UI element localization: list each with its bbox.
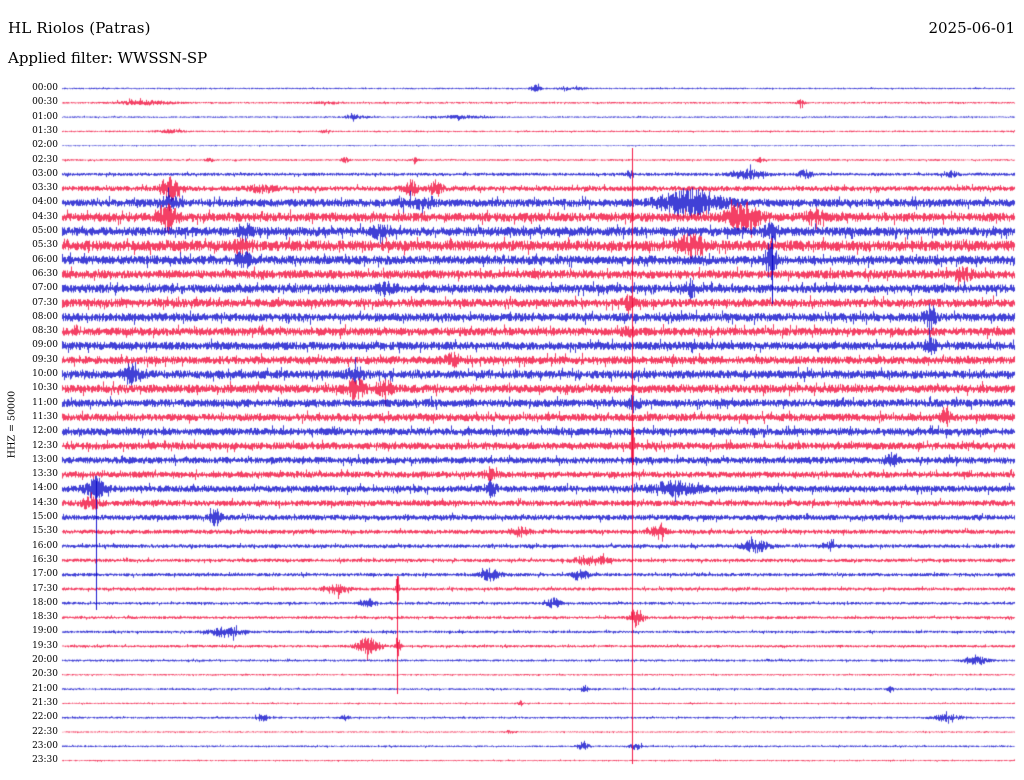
time-label: 06:00 bbox=[32, 254, 58, 265]
time-label: 12:30 bbox=[32, 440, 58, 451]
time-label: 19:00 bbox=[32, 626, 58, 637]
time-label: 01:30 bbox=[32, 125, 58, 136]
time-label: 01:00 bbox=[32, 111, 58, 122]
time-label: 22:30 bbox=[32, 726, 58, 737]
time-label: 06:30 bbox=[32, 268, 58, 279]
station-title: HL Riolos (Patras) bbox=[8, 19, 151, 37]
time-label: 22:00 bbox=[32, 712, 58, 723]
time-label: 10:30 bbox=[32, 383, 58, 394]
time-label: 09:30 bbox=[32, 354, 58, 365]
time-label: 02:00 bbox=[32, 140, 58, 151]
time-label: 13:30 bbox=[32, 469, 58, 480]
time-label: 07:00 bbox=[32, 283, 58, 294]
time-label: 15:00 bbox=[32, 512, 58, 522]
time-label: 11:00 bbox=[32, 397, 58, 408]
time-label: 18:30 bbox=[32, 612, 58, 623]
time-label: 04:30 bbox=[32, 211, 58, 222]
time-label: 08:30 bbox=[32, 326, 58, 337]
time-label: 19:30 bbox=[32, 640, 58, 651]
time-label: 08:00 bbox=[32, 311, 58, 322]
time-label: 00:30 bbox=[32, 97, 58, 108]
time-label: 23:30 bbox=[32, 755, 58, 766]
time-label: 05:30 bbox=[32, 240, 58, 251]
time-label: 04:00 bbox=[32, 197, 58, 208]
time-label: 10:00 bbox=[32, 369, 58, 379]
time-label: 20:00 bbox=[32, 655, 58, 665]
time-label: 17:30 bbox=[32, 583, 58, 594]
time-label: 12:00 bbox=[32, 426, 58, 437]
time-label: 03:00 bbox=[32, 168, 58, 179]
time-label: 20:30 bbox=[32, 669, 58, 680]
time-label: 13:00 bbox=[32, 454, 58, 465]
time-label: 14:30 bbox=[32, 497, 58, 508]
time-label: 17:00 bbox=[32, 569, 58, 580]
time-label: 05:00 bbox=[32, 226, 58, 236]
time-label: 00:00 bbox=[32, 83, 58, 93]
time-label: 23:00 bbox=[32, 740, 58, 751]
time-label: 16:30 bbox=[32, 554, 58, 565]
time-label: 07:30 bbox=[32, 297, 58, 308]
time-label: 03:30 bbox=[32, 183, 58, 194]
time-label: 18:00 bbox=[32, 597, 58, 608]
filter-label: Applied filter: WWSSN-SP bbox=[8, 49, 208, 67]
time-label: 09:00 bbox=[32, 340, 58, 351]
time-label: 15:30 bbox=[32, 526, 58, 537]
time-label: 16:00 bbox=[32, 540, 58, 551]
time-label: 21:30 bbox=[32, 697, 58, 708]
time-label: 14:00 bbox=[32, 483, 58, 494]
time-label: 11:30 bbox=[32, 411, 58, 422]
time-label: 02:30 bbox=[32, 154, 58, 165]
date-label: 2025-06-01 bbox=[928, 19, 1015, 37]
time-label: 21:00 bbox=[32, 683, 58, 694]
